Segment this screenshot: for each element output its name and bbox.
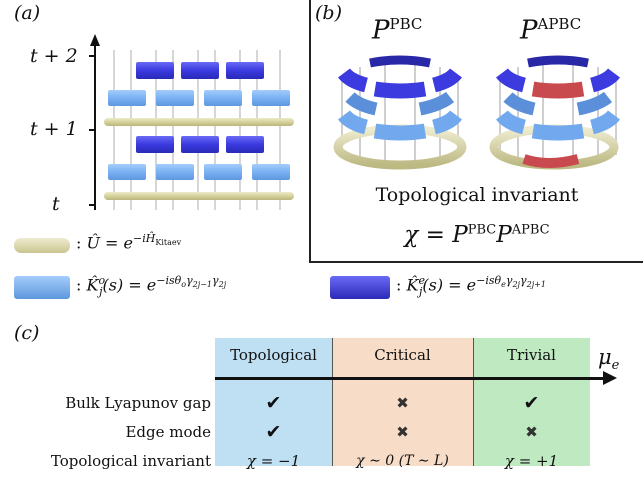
- kitaev-even-gate-row: [136, 62, 264, 79]
- panel-b-divider-vertical: [309, 0, 311, 262]
- kitaev-unitary-bar: [104, 118, 294, 126]
- row-label-edge-mode: Edge mode: [125, 423, 211, 441]
- mu-axis-arrowhead: [603, 371, 617, 385]
- panel-a-label: (a): [14, 2, 41, 24]
- column-divider-2: [473, 338, 474, 466]
- panel-b-label: (b): [315, 2, 342, 24]
- legend-ke-text: : K̂ej(s) = e−isθeγ2jγ2j+1: [396, 274, 546, 298]
- header-trivial: Trivial: [507, 346, 556, 364]
- time-label-t: t: [52, 193, 60, 215]
- apbc-ring: [489, 55, 620, 170]
- cell-invariant-topological: χ = −1: [246, 452, 301, 470]
- panel-c-label: (c): [14, 322, 40, 344]
- cell-edge-trivial: ✖: [525, 423, 538, 441]
- header-critical: Critical: [374, 346, 431, 364]
- row-label-invariant: Topological invariant: [50, 452, 211, 470]
- cell-bulk-critical: ✖: [396, 394, 409, 412]
- cell-bulk-topological: ✔: [265, 392, 282, 414]
- cell-edge-critical: ✖: [396, 423, 409, 441]
- circuit-diagram: [89, 34, 294, 210]
- pbc-label: PPBC: [372, 15, 423, 46]
- cell-invariant-trivial: χ = +1: [504, 452, 559, 470]
- invariant-title: Topological invariant: [375, 184, 579, 206]
- mu-axis-line: [215, 377, 605, 380]
- time-label-t2: t + 2: [30, 45, 78, 67]
- time-label-t1: t + 1: [30, 118, 78, 140]
- invariant-formula: χ = PPBCPAPBC: [404, 222, 550, 248]
- apbc-label: PAPBC: [520, 15, 582, 46]
- legend-ko-swatch: [14, 276, 70, 299]
- panel-b-divider-horizontal: [309, 261, 643, 263]
- legend-ke-swatch: [330, 276, 390, 299]
- cell-edge-topological: ✔: [265, 421, 282, 443]
- header-topological: Topological: [230, 346, 317, 364]
- cell-invariant-critical: χ ∼ 0 (T ∼ L): [356, 453, 449, 469]
- legend-ko-text: : K̂oj(s) = e−isθoγ2j−1γ2j: [76, 274, 227, 298]
- column-topological: [215, 338, 332, 466]
- pbc-ring: [333, 55, 467, 170]
- column-critical: [332, 338, 473, 466]
- kitaev-odd-gate-row: [108, 90, 290, 106]
- legend-u-text: : Û = e−iĤKitaev: [76, 232, 182, 253]
- ring-diagrams: [333, 55, 620, 170]
- row-label-bulk-gap: Bulk Lyapunov gap: [65, 394, 211, 412]
- column-trivial: [473, 338, 590, 466]
- mu-axis-label: μe: [598, 345, 620, 374]
- cell-bulk-trivial: ✔: [523, 392, 540, 414]
- column-divider-1: [332, 338, 333, 466]
- legend-u-swatch: [14, 238, 70, 253]
